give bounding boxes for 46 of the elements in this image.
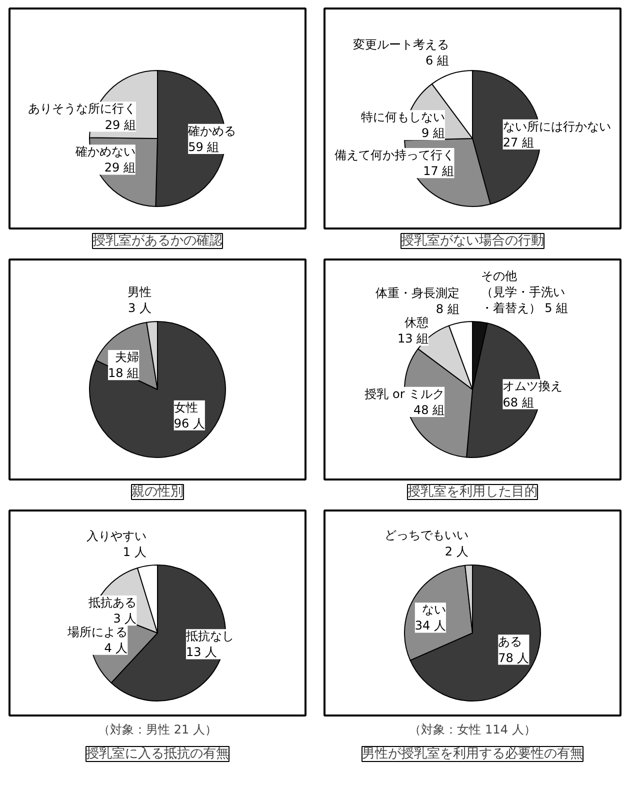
slice-label: オムツ換え	[502, 379, 563, 394]
slice-label: ありそうな所に行く	[28, 102, 136, 116]
slice-label: 女性	[174, 400, 198, 414]
slice-label: 確かめない	[74, 144, 136, 159]
slice-label: 授乳 or ミルク	[364, 386, 445, 401]
data-label: 8 組	[436, 302, 460, 316]
slice-label: 抵抗ある	[88, 596, 137, 610]
text: （対象：男性 21 人）	[98, 722, 217, 736]
slice-label: 備えて何か持って行く	[334, 148, 454, 162]
slice-label: 男性	[127, 284, 152, 299]
slice-label: 抵抗なし	[184, 629, 234, 644]
slice-label: 夫婦	[115, 350, 140, 364]
data-label: 2 人	[444, 544, 468, 558]
slice-label: ある	[498, 634, 522, 649]
data-label: 48 組	[413, 403, 445, 418]
data-label: 18 組	[108, 366, 140, 380]
data-label: 34 人	[414, 618, 446, 633]
slice-label: どっちでもいい	[384, 528, 468, 542]
data-label: 3 人	[128, 300, 152, 315]
slice-label: ない	[422, 602, 446, 617]
data-label: 29 組	[104, 118, 136, 132]
data-label: 78 人	[498, 650, 530, 665]
slice-label: 入りやすい	[86, 528, 146, 543]
slice-label: 休憩	[404, 316, 429, 330]
data-label: 6 組	[426, 53, 450, 68]
data-label: 29 組	[104, 160, 136, 175]
data-label: 59 組	[188, 140, 220, 154]
slice-label: その他（見学・手洗い・着替え） 5 組	[480, 268, 568, 316]
data-label: 13 人	[186, 645, 218, 660]
data-label: 1 人	[122, 545, 146, 560]
data-label: 3 人	[113, 612, 137, 626]
data-label: 13 組	[397, 332, 429, 346]
data-label: 68 組	[502, 395, 534, 410]
slice-label: 確かめる	[187, 124, 236, 138]
text: （対象：女性 114 人）	[409, 722, 536, 736]
text: 男性が授乳室を利用する必要性の有無	[362, 746, 583, 762]
data-label: 4 人	[104, 640, 128, 655]
slice-label: 変更ルート考える	[353, 37, 450, 52]
slice-label: 場所による	[66, 624, 128, 639]
data-label: 9 組	[422, 126, 445, 140]
data-label: 17 組	[423, 164, 454, 178]
slice-label: 特に何もしない	[360, 110, 445, 124]
data-label: 27 組	[502, 135, 534, 150]
slice-label: 体重・身長測定	[375, 286, 460, 300]
slice-label: ない所には行かない	[502, 119, 611, 134]
data-label: 96 人	[174, 416, 205, 430]
